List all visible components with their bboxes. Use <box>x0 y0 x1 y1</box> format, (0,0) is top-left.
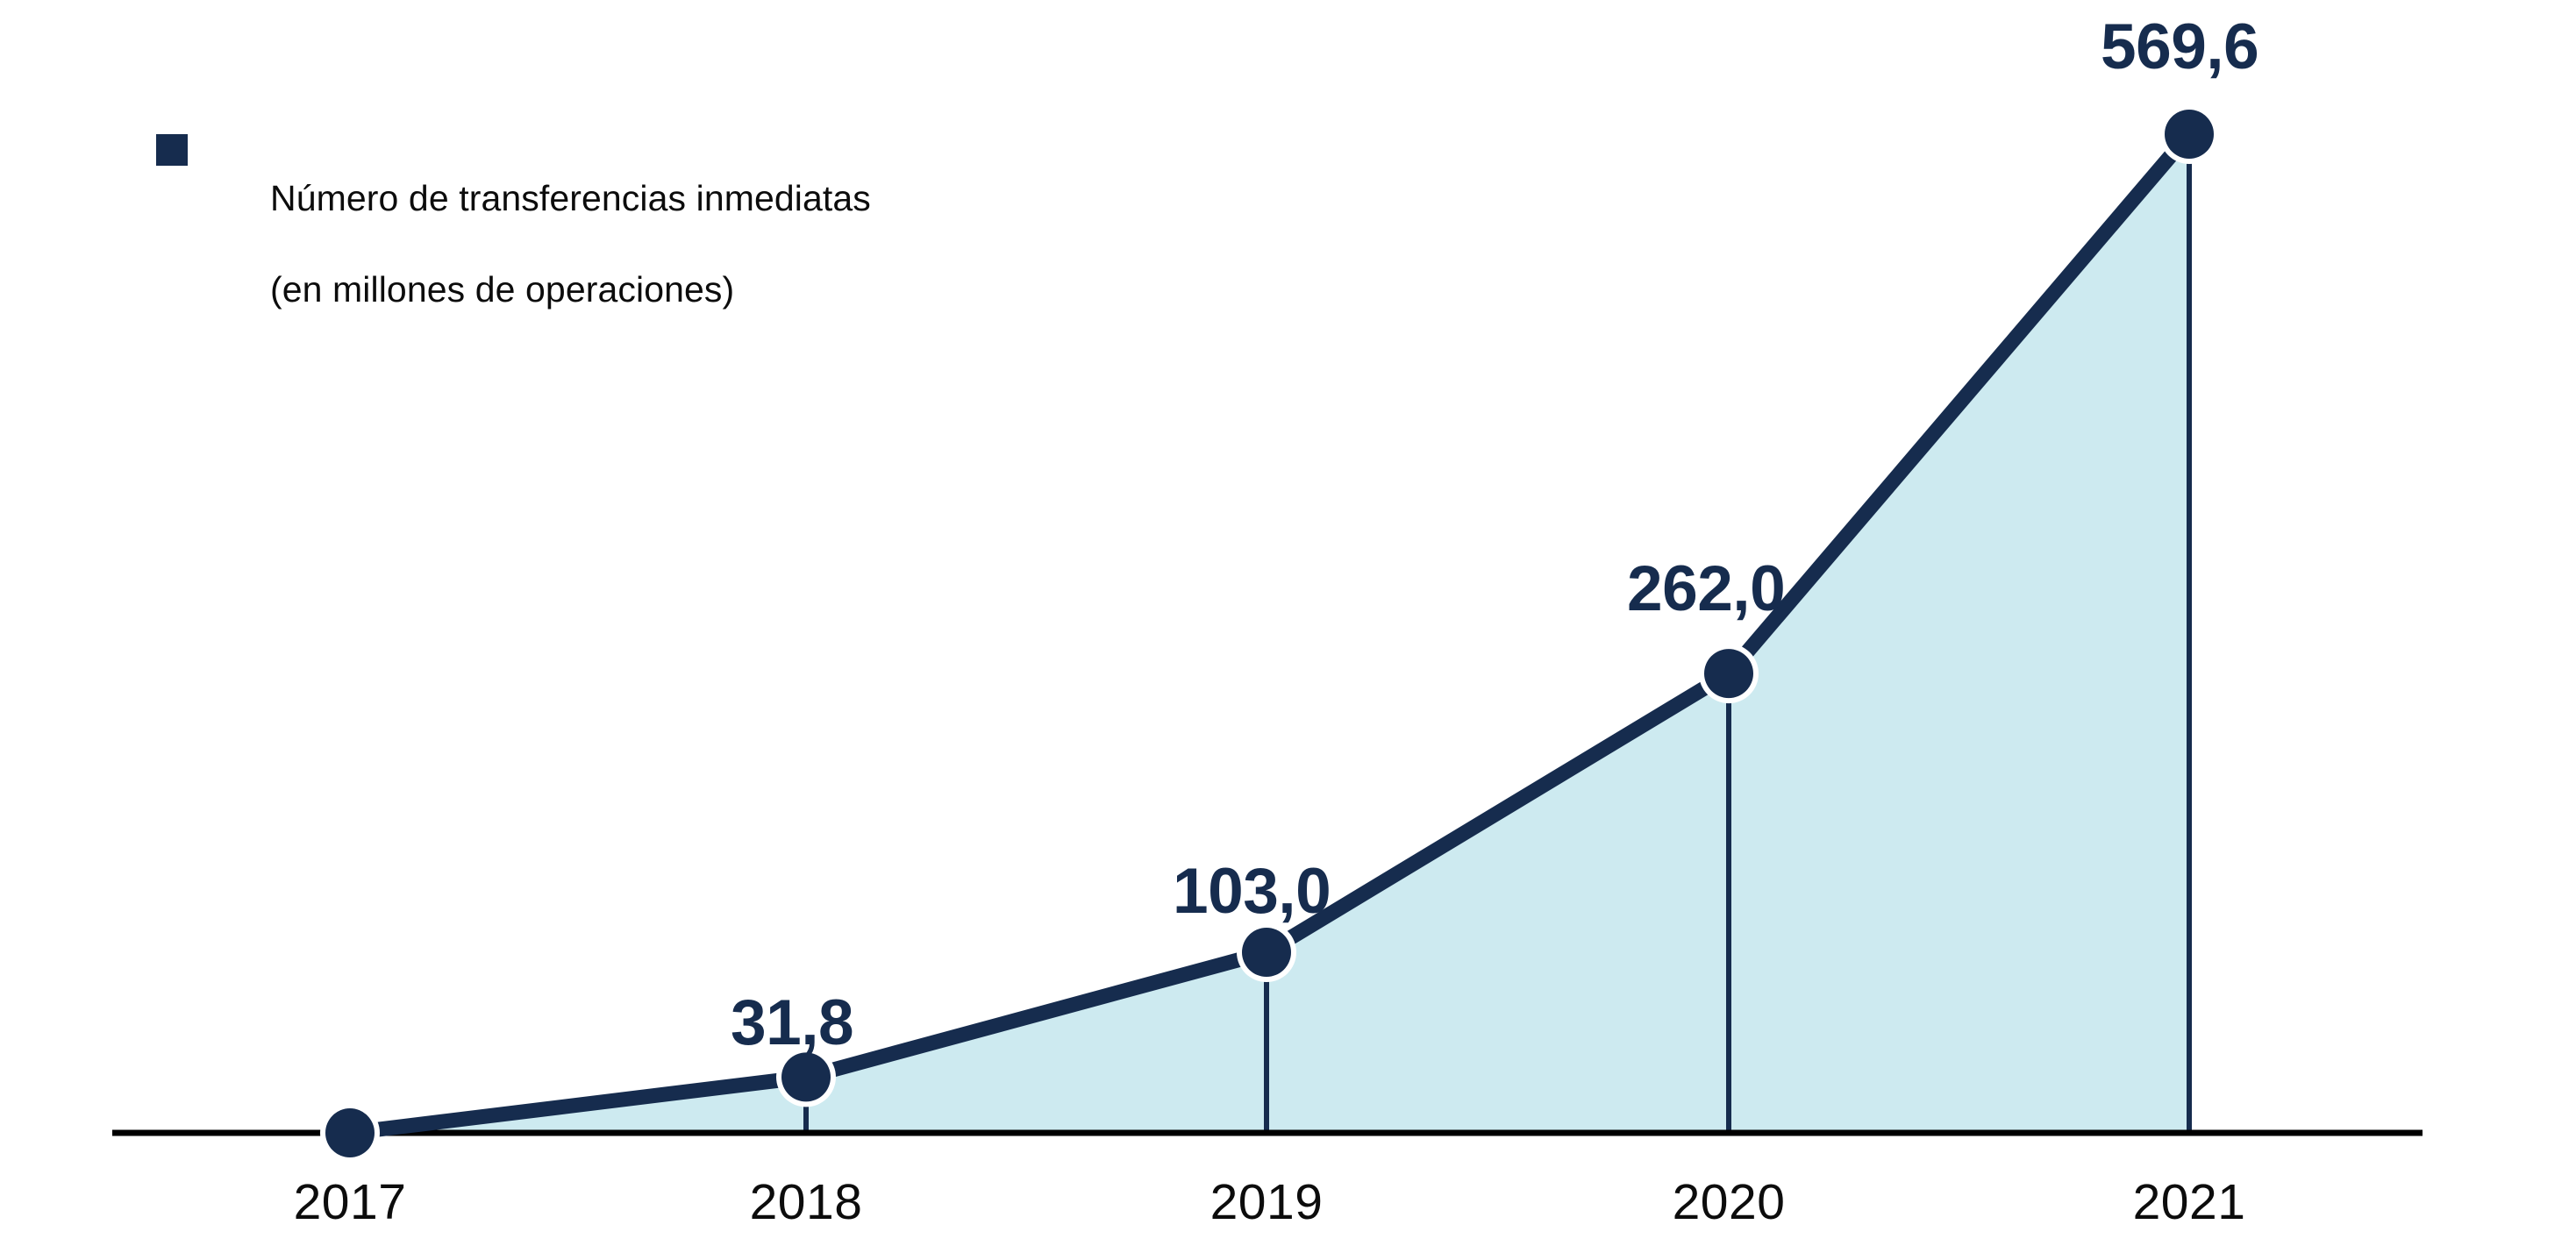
data-point-2017[interactable] <box>325 1108 375 1157</box>
x-axis-label-2018: 2018 <box>749 1174 863 1230</box>
legend-color-swatch-icon <box>156 134 188 166</box>
data-point-2021[interactable] <box>2165 110 2214 159</box>
data-point-markers-group <box>320 104 2219 1163</box>
data-point-2019[interactable] <box>1242 928 1291 978</box>
legend-label: Número de transferencias inmediatas (en … <box>270 130 871 358</box>
chart-legend: Número de transferencias inmediatas (en … <box>156 130 871 358</box>
data-label-2020: 262,0 <box>1627 553 1786 624</box>
legend-label-line-1: Número de transferencias inmediatas <box>270 178 871 219</box>
x-axis-label-2021: 2021 <box>2132 1174 2246 1230</box>
data-point-2018[interactable] <box>781 1052 831 1102</box>
legend-label-line-2: (en millones de operaciones) <box>270 269 735 310</box>
x-axis-label-2019: 2019 <box>1210 1174 1324 1230</box>
data-label-2018: 31,8 <box>731 987 854 1058</box>
data-point-2020[interactable] <box>1704 649 1753 699</box>
drop-lines-group <box>803 134 2192 1133</box>
x-axis-label-2017: 2017 <box>293 1174 407 1230</box>
area-fill <box>350 134 2189 1133</box>
data-label-2021: 569,6 <box>2101 11 2259 82</box>
x-axis-label-2020: 2020 <box>1672 1174 1786 1230</box>
data-label-2019: 103,0 <box>1173 856 1331 927</box>
